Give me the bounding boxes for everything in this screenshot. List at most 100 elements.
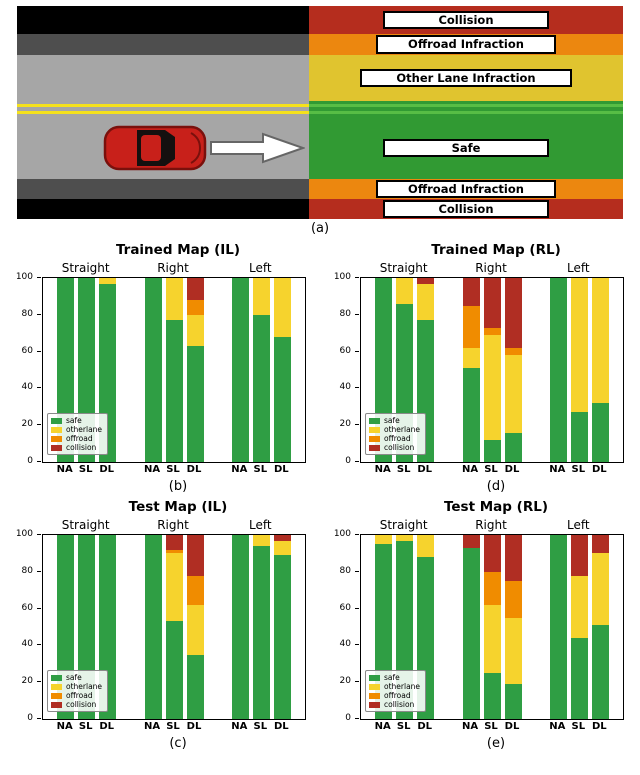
- legend-label: otherlane: [384, 425, 421, 434]
- x-tick-label: SL: [571, 721, 586, 732]
- bar-segment-otherlane: [417, 283, 435, 321]
- x-tick-label: DL: [417, 464, 432, 475]
- chart-title: Trained Map (RL): [431, 242, 561, 258]
- stacked-bar-left-sl: [252, 535, 270, 719]
- y-tick-label: 80: [21, 565, 33, 576]
- legend-swatch-safe: [369, 674, 380, 681]
- bar-segment-otherlane: [417, 535, 435, 558]
- bar-segment-safe: [570, 412, 588, 462]
- y-tick-mark: [355, 277, 359, 278]
- legend-label: offroad: [384, 691, 411, 700]
- x-tick-label: NA: [143, 464, 161, 475]
- y-tick-mark: [355, 350, 359, 352]
- y-tick-mark: [37, 607, 41, 609]
- legend-item: offroad: [369, 434, 420, 443]
- panel-label-b: (b): [168, 479, 188, 494]
- y-tick-mark: [37, 570, 41, 572]
- bar-segment-safe: [231, 535, 249, 719]
- bar-segment-offroad: [186, 300, 204, 315]
- legend-swatch-offroad: [51, 435, 62, 442]
- chart-trained-map-rl: Trained Map (RL) Straight Right Left safe o…: [326, 242, 632, 495]
- zone-offroad-bottom: Offroad Infraction: [309, 179, 623, 199]
- bar-segment-collision: [591, 535, 609, 554]
- bar-segment-otherlane: [165, 553, 183, 622]
- group-label: Straight: [379, 261, 428, 275]
- group-label: Right: [157, 261, 189, 275]
- road-risk-diagram: Collision Offroad Infraction Other Lane …: [17, 6, 623, 219]
- y-tick-mark: [37, 277, 41, 278]
- x-tick-label: DL: [591, 721, 607, 732]
- bar-segment-otherlane: [375, 535, 393, 545]
- panel-label-d: (d): [486, 479, 506, 494]
- stacked-bar-right-dl: [186, 535, 204, 719]
- stacked-bar-left-sl: [252, 278, 270, 462]
- stacked-bar-left-na: [549, 535, 567, 719]
- zone-offroad-top: Offroad Infraction: [309, 34, 623, 55]
- y-tick-label: 80: [21, 308, 33, 319]
- charts-grid: Trained Map (IL) Straight Right Left safe o…: [0, 238, 640, 752]
- legend-swatch-otherlane: [369, 683, 380, 690]
- bar-segment-offroad: [462, 305, 480, 348]
- group-labels: Straight Right Left: [360, 260, 632, 277]
- legend-swatch-offroad: [369, 692, 380, 699]
- zone-label-collision-bottom: Collision: [383, 199, 549, 219]
- group-label: Left: [249, 518, 272, 532]
- y-tick-label: 60: [21, 345, 33, 356]
- stacked-bar-left-dl: [591, 535, 609, 719]
- y-axis: 0 20 40 60 80 100: [326, 272, 360, 466]
- legend-item: collision: [369, 443, 420, 452]
- x-tick-label: SL: [166, 721, 180, 732]
- zone-label-safe: Safe: [383, 138, 549, 158]
- legend: safe otherlane offroad collision: [47, 670, 109, 712]
- bar-segment-safe: [549, 535, 567, 719]
- zone-collision-bottom: Collision: [309, 199, 623, 219]
- x-axis-labels: NA SL DL NA SL DL NA SL DL: [360, 720, 632, 735]
- bar-segment-offroad: [483, 571, 501, 605]
- bar-segment-otherlane: [591, 278, 609, 404]
- plot-area: safe otherlane offroad collision: [360, 534, 624, 720]
- x-tick-label: DL: [504, 721, 520, 732]
- y-tick-mark: [37, 681, 41, 683]
- bar-segment-safe: [273, 555, 291, 719]
- group-label: Left: [567, 518, 590, 532]
- legend-item: safe: [369, 673, 420, 682]
- legend-label: safe: [384, 673, 400, 682]
- zone-label-collision-top: Collision: [383, 10, 549, 30]
- bar-segment-otherlane: [396, 278, 414, 304]
- legend-item: otherlane: [369, 425, 420, 434]
- yellow-line-icon: [17, 111, 309, 114]
- x-tick-label: DL: [273, 721, 289, 732]
- legend-label: collision: [66, 700, 97, 709]
- legend-item: collision: [369, 700, 420, 709]
- road-edge-top: [17, 6, 309, 34]
- bar-segment-collision: [462, 278, 480, 306]
- group-label: Left: [249, 261, 272, 275]
- y-tick-mark: [355, 681, 359, 683]
- car-icon: [103, 125, 207, 171]
- x-tick-label: NA: [461, 721, 479, 732]
- legend-label: offroad: [66, 434, 93, 443]
- y-tick-mark: [37, 718, 41, 719]
- group-label: Straight: [379, 518, 428, 532]
- bar-segment-collision: [570, 535, 588, 576]
- y-tick-mark: [37, 424, 41, 426]
- ego-lane: [17, 117, 309, 179]
- chart-body: Straight Right Left safe otherlane offroad co…: [8, 260, 314, 478]
- bar-segment-otherlane: [570, 278, 588, 413]
- stacked-bar-left-sl: [570, 535, 588, 719]
- y-tick-label: 100: [15, 529, 33, 539]
- bar-segment-safe: [591, 625, 609, 719]
- zone-label-otherlane: Other Lane Infraction: [360, 68, 572, 88]
- y-tick-label: 40: [21, 382, 33, 393]
- y-tick-mark: [37, 313, 41, 315]
- y-tick-mark: [37, 644, 41, 646]
- road-shoulder-top: [17, 34, 309, 55]
- x-tick-label: DL: [99, 721, 114, 732]
- bar-segment-safe: [483, 673, 501, 719]
- stacked-bar-right-sl: [483, 535, 501, 719]
- stacked-bar-right-dl: [186, 278, 204, 462]
- bar-segment-safe: [462, 547, 480, 719]
- zone-label-offroad-bottom: Offroad Infraction: [376, 179, 556, 199]
- y-tick-label: 20: [339, 419, 351, 430]
- y-tick-label: 20: [21, 419, 33, 430]
